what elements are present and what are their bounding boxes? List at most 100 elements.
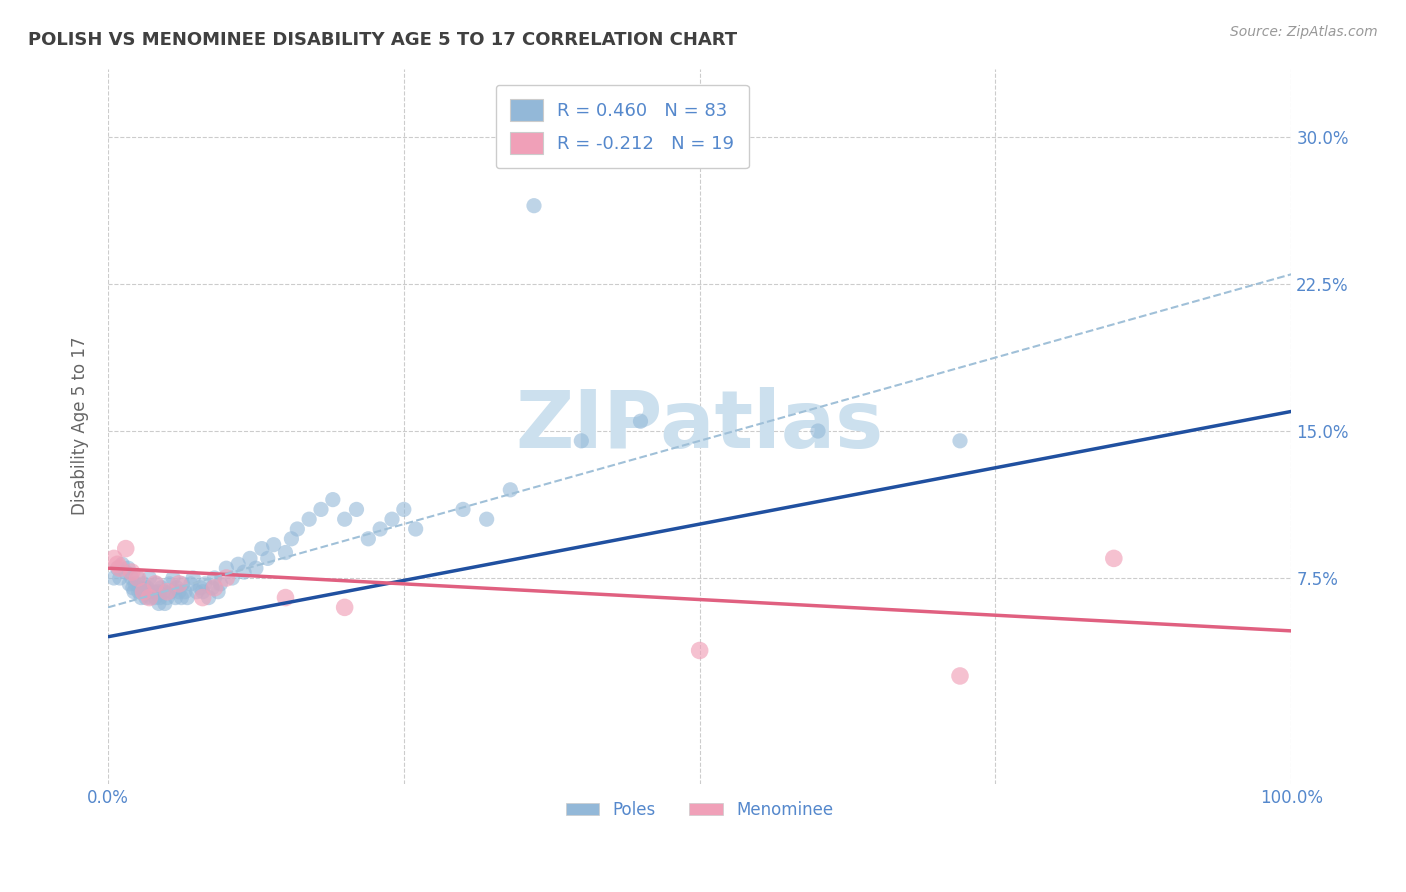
Point xyxy=(569,434,592,448)
Point xyxy=(194,577,217,591)
Point xyxy=(333,512,356,526)
Point xyxy=(309,502,332,516)
Point xyxy=(138,591,160,605)
Point xyxy=(134,584,156,599)
Point xyxy=(245,561,267,575)
Point xyxy=(807,424,830,438)
Point xyxy=(121,565,143,579)
Point xyxy=(145,577,167,591)
Point xyxy=(118,577,141,591)
Point xyxy=(139,591,162,605)
Point xyxy=(167,584,190,599)
Y-axis label: Disability Age 5 to 17: Disability Age 5 to 17 xyxy=(72,337,89,516)
Point xyxy=(127,571,149,585)
Point xyxy=(368,522,391,536)
Point xyxy=(108,561,131,575)
Point xyxy=(117,561,139,575)
Point xyxy=(136,581,159,595)
Text: ZIPatlas: ZIPatlas xyxy=(516,387,884,465)
Point xyxy=(204,581,226,595)
Point xyxy=(103,571,125,585)
Point xyxy=(204,571,226,585)
Point xyxy=(475,512,498,526)
Point xyxy=(949,434,972,448)
Point xyxy=(630,414,652,428)
Point xyxy=(122,584,145,599)
Point xyxy=(523,199,546,213)
Point xyxy=(142,584,165,599)
Point xyxy=(135,591,157,605)
Point xyxy=(114,565,136,579)
Point xyxy=(250,541,273,556)
Point xyxy=(207,584,229,599)
Point xyxy=(188,581,211,595)
Point xyxy=(451,502,474,516)
Point xyxy=(143,591,166,605)
Point xyxy=(129,581,152,595)
Text: POLISH VS MENOMINEE DISABILITY AGE 5 TO 17 CORRELATION CHART: POLISH VS MENOMINEE DISABILITY AGE 5 TO … xyxy=(28,31,737,49)
Point xyxy=(392,502,415,516)
Point xyxy=(136,584,159,599)
Point xyxy=(111,558,134,572)
Point xyxy=(165,591,187,605)
Text: Source: ZipAtlas.com: Source: ZipAtlas.com xyxy=(1230,25,1378,39)
Point xyxy=(346,502,368,516)
Point xyxy=(381,512,404,526)
Point xyxy=(233,565,256,579)
Point xyxy=(201,581,224,595)
Point xyxy=(1102,551,1125,566)
Point xyxy=(221,571,243,585)
Legend: Poles, Menominee: Poles, Menominee xyxy=(560,794,839,825)
Point xyxy=(132,577,155,591)
Point xyxy=(167,577,190,591)
Point xyxy=(285,522,308,536)
Point xyxy=(357,532,380,546)
Point xyxy=(180,577,202,591)
Point xyxy=(127,571,149,585)
Point xyxy=(150,581,173,595)
Point xyxy=(689,643,711,657)
Point xyxy=(124,577,146,591)
Point xyxy=(162,571,184,585)
Point xyxy=(156,591,179,605)
Point xyxy=(405,522,427,536)
Point xyxy=(149,591,172,605)
Point xyxy=(174,584,197,599)
Point xyxy=(256,551,278,566)
Point xyxy=(128,584,150,599)
Point xyxy=(197,591,219,605)
Point xyxy=(322,492,344,507)
Point xyxy=(186,584,208,599)
Point xyxy=(274,545,297,559)
Point xyxy=(132,584,155,599)
Point xyxy=(949,669,972,683)
Point xyxy=(121,581,143,595)
Point xyxy=(107,561,129,575)
Point xyxy=(499,483,522,497)
Point xyxy=(148,597,170,611)
Point xyxy=(146,584,169,599)
Point xyxy=(114,541,136,556)
Point xyxy=(298,512,321,526)
Point xyxy=(153,597,176,611)
Point xyxy=(181,571,204,585)
Point xyxy=(209,577,232,591)
Point xyxy=(166,581,188,595)
Point xyxy=(108,571,131,585)
Point xyxy=(138,571,160,585)
Point xyxy=(156,584,179,599)
Point xyxy=(107,558,129,572)
Point xyxy=(215,571,238,585)
Point xyxy=(263,538,285,552)
Point xyxy=(191,591,214,605)
Point xyxy=(170,591,193,605)
Point xyxy=(152,584,174,599)
Point xyxy=(226,558,249,572)
Point xyxy=(191,584,214,599)
Point xyxy=(121,571,143,585)
Point xyxy=(159,584,181,599)
Point xyxy=(103,551,125,566)
Point xyxy=(333,600,356,615)
Point xyxy=(176,591,198,605)
Point xyxy=(129,591,152,605)
